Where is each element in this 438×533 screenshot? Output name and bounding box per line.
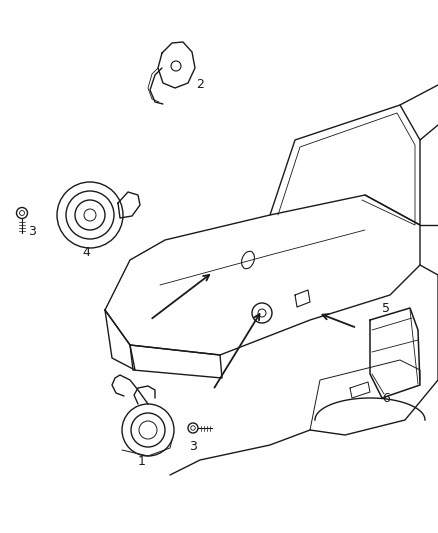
Text: 4: 4: [82, 246, 90, 259]
Text: 3: 3: [28, 225, 36, 238]
Text: 6: 6: [382, 392, 390, 405]
Text: 5: 5: [382, 302, 390, 315]
Text: 3: 3: [189, 440, 197, 453]
Text: 2: 2: [196, 78, 204, 91]
Text: 1: 1: [138, 455, 146, 468]
